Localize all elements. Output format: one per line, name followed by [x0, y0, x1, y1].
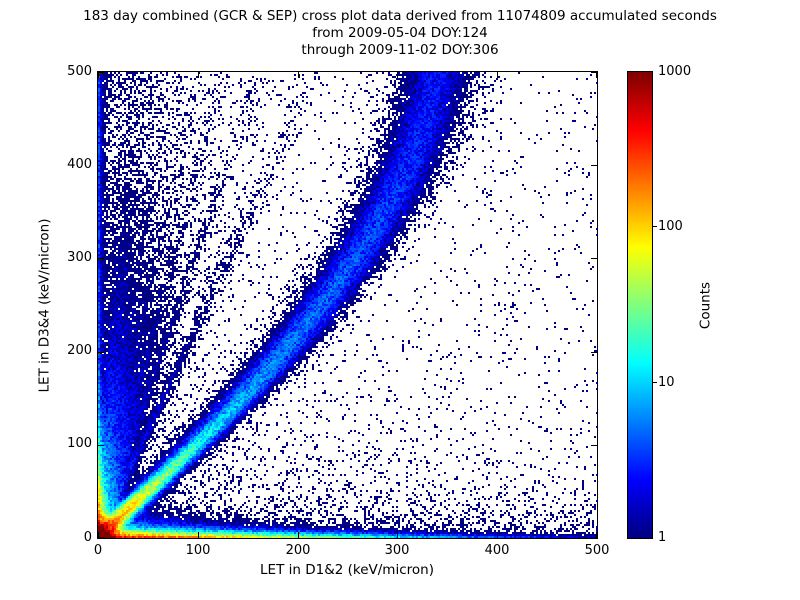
y-tick-label-400: 400: [67, 157, 92, 172]
y-axis-label: LET in D3&4 (keV/micron): [36, 218, 53, 393]
tick-mark: [198, 72, 199, 78]
colorbar: [627, 71, 653, 539]
scatter-canvas: [98, 72, 597, 538]
page-title: 183 day combined (GCR & SEP) cross plot …: [83, 8, 717, 24]
colorbar-tick-mark: [652, 226, 657, 227]
x-tick-label-500: 500: [584, 543, 610, 558]
tick-mark: [98, 532, 99, 538]
tick-mark: [98, 352, 104, 353]
tick-mark: [98, 165, 104, 166]
y-tick-label-200: 200: [67, 343, 92, 358]
colorbar-canvas: [628, 72, 652, 538]
tick-mark: [298, 72, 299, 78]
subtitle-through: through 2009-11-02 DOY:306: [301, 42, 499, 58]
colorbar-tick-label-1000: 1000: [658, 64, 692, 79]
x-axis-label: LET in D1&2 (keV/micron): [260, 562, 434, 578]
tick-mark: [497, 72, 498, 78]
tick-mark: [591, 72, 597, 73]
tick-mark: [591, 258, 597, 259]
colorbar-label: Counts: [697, 281, 714, 330]
tick-mark: [596, 532, 597, 538]
tick-mark: [591, 165, 597, 166]
tick-mark: [98, 72, 99, 78]
tick-mark: [98, 72, 104, 73]
y-tick-label-0: 0: [83, 530, 92, 545]
subtitle-from: from 2009-05-04 DOY:124: [312, 25, 488, 41]
tick-mark: [591, 445, 597, 446]
y-tick-label-100: 100: [67, 436, 92, 451]
y-tick-label-500: 500: [67, 64, 92, 79]
plot-area: [97, 71, 598, 539]
tick-mark: [198, 532, 199, 538]
x-tick-label-400: 400: [484, 543, 510, 558]
tick-mark: [397, 72, 398, 78]
colorbar-tick-label-100: 100: [658, 219, 683, 234]
colorbar-tick-label-1: 1: [658, 530, 667, 545]
x-tick-label-200: 200: [285, 543, 311, 558]
y-tick-label-300: 300: [67, 250, 92, 265]
x-tick-label-300: 300: [384, 543, 410, 558]
tick-mark: [591, 537, 597, 538]
tick-mark: [98, 537, 104, 538]
tick-mark: [298, 532, 299, 538]
x-tick-label-0: 0: [93, 543, 103, 558]
tick-mark: [397, 532, 398, 538]
x-tick-label-100: 100: [185, 543, 211, 558]
tick-mark: [98, 445, 104, 446]
tick-mark: [591, 352, 597, 353]
tick-mark: [596, 72, 597, 78]
colorbar-tick-mark: [652, 382, 657, 383]
colorbar-tick-label-10: 10: [658, 375, 675, 390]
tick-mark: [98, 258, 104, 259]
tick-mark: [497, 532, 498, 538]
